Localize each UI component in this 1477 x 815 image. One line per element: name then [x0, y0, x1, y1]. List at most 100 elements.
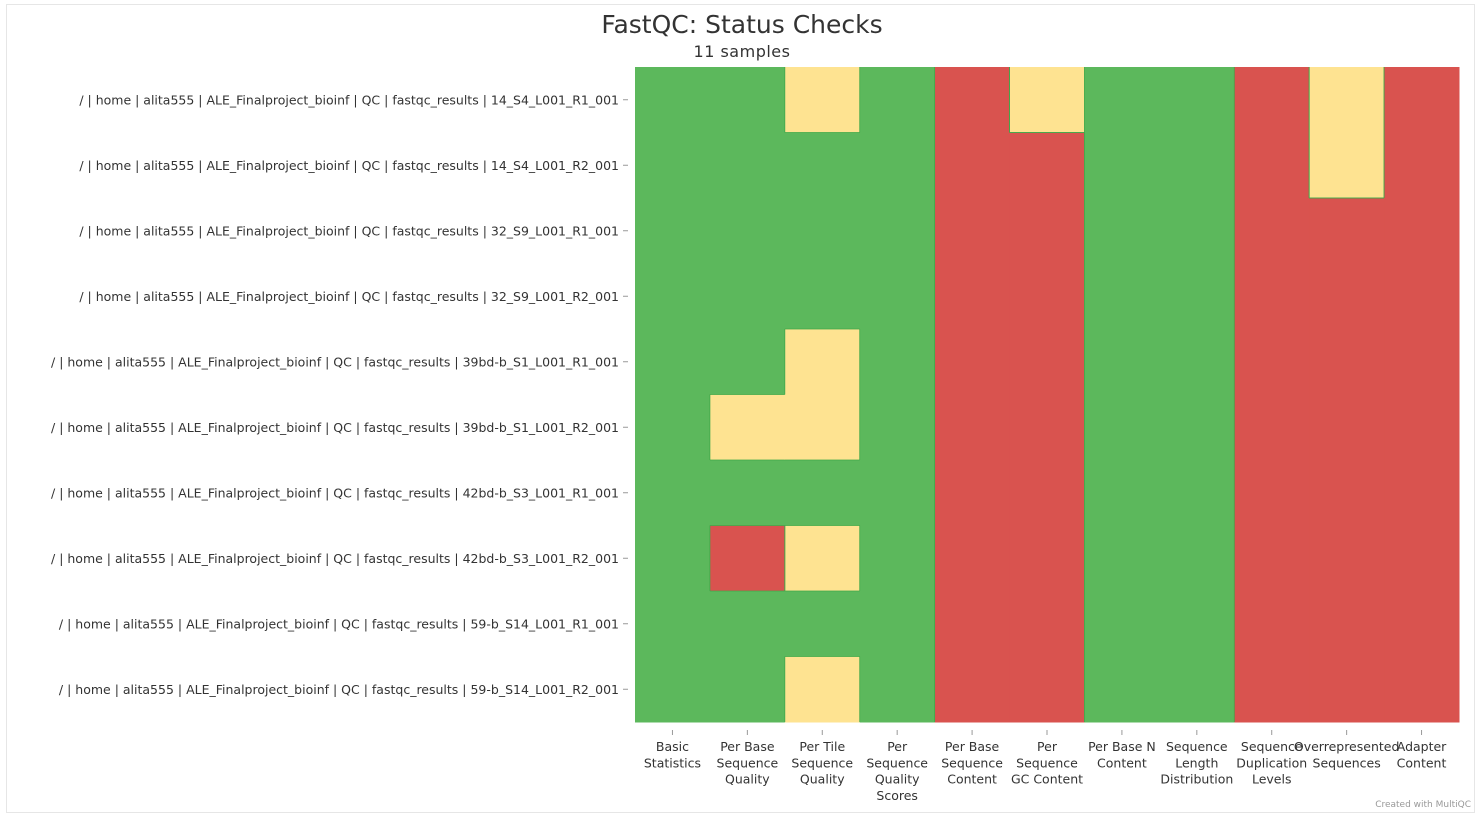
heatmap-cell-pass[interactable] [1084, 394, 1160, 461]
heatmap-cell-pass[interactable] [859, 329, 936, 395]
heatmap-cell-fail[interactable] [1234, 394, 1310, 461]
heatmap-cell-pass[interactable] [1084, 329, 1160, 395]
heatmap-cell-pass[interactable] [1159, 394, 1235, 461]
heatmap-cell-pass[interactable] [635, 329, 711, 395]
heatmap-cell-pass[interactable] [635, 263, 711, 330]
heatmap-cell-pass[interactable] [709, 656, 786, 723]
heatmap-cell-pass[interactable] [1084, 198, 1160, 264]
heatmap-cell-fail[interactable] [1009, 591, 1085, 657]
heatmap-cell-pass[interactable] [784, 263, 861, 330]
heatmap-cell-fail[interactable] [1384, 591, 1460, 657]
heatmap-cell-warn[interactable] [1009, 67, 1085, 133]
heatmap-cell-pass[interactable] [635, 460, 711, 526]
heatmap-cell-pass[interactable] [709, 460, 786, 526]
heatmap-cell-pass[interactable] [709, 67, 786, 133]
heatmap-cell-pass[interactable] [709, 263, 786, 330]
heatmap-cell-fail[interactable] [934, 67, 1011, 133]
heatmap-cell-pass[interactable] [635, 656, 711, 723]
heatmap-cell-pass[interactable] [709, 198, 786, 264]
heatmap-cell-pass[interactable] [709, 132, 786, 199]
heatmap-cell-fail[interactable] [1384, 329, 1460, 395]
heatmap-cell-fail[interactable] [1009, 329, 1085, 395]
heatmap-cell-pass[interactable] [1084, 263, 1160, 330]
heatmap-cell-fail[interactable] [1384, 525, 1460, 592]
heatmap-cell-fail[interactable] [934, 525, 1011, 592]
heatmap-cell-pass[interactable] [859, 460, 936, 526]
heatmap-cell-fail[interactable] [1234, 67, 1310, 133]
heatmap-cell-fail[interactable] [1234, 329, 1310, 395]
heatmap-cell-fail[interactable] [934, 656, 1011, 723]
heatmap-cell-pass[interactable] [635, 525, 711, 592]
heatmap-cell-pass[interactable] [859, 263, 936, 330]
heatmap-cell-fail[interactable] [1384, 656, 1460, 723]
heatmap-cell-warn[interactable] [784, 329, 861, 395]
heatmap-cell-pass[interactable] [859, 67, 936, 133]
heatmap-cell-fail[interactable] [1234, 656, 1310, 723]
heatmap-cell-fail[interactable] [1384, 198, 1460, 264]
heatmap-cell-fail[interactable] [1309, 263, 1385, 330]
heatmap-cell-pass[interactable] [1159, 525, 1235, 592]
heatmap-cell-pass[interactable] [1084, 525, 1160, 592]
heatmap-cell-fail[interactable] [1009, 132, 1085, 199]
heatmap-cell-fail[interactable] [934, 198, 1011, 264]
heatmap-cell-fail[interactable] [1234, 591, 1310, 657]
heatmap-cell-pass[interactable] [1084, 656, 1160, 723]
heatmap-cell-pass[interactable] [784, 460, 861, 526]
heatmap-cell-warn[interactable] [1309, 67, 1385, 133]
heatmap-cell-pass[interactable] [635, 591, 711, 657]
heatmap-cell-fail[interactable] [1309, 525, 1385, 592]
heatmap-cell-fail[interactable] [1234, 460, 1310, 526]
heatmap-cell-pass[interactable] [784, 132, 861, 199]
heatmap-cell-fail[interactable] [1009, 460, 1085, 526]
heatmap-cell-pass[interactable] [859, 132, 936, 199]
heatmap-cell-pass[interactable] [709, 591, 786, 657]
heatmap-cell-warn[interactable] [784, 394, 861, 461]
heatmap-cell-fail[interactable] [1009, 525, 1085, 592]
heatmap-cell-fail[interactable] [1384, 460, 1460, 526]
heatmap-cell-pass[interactable] [859, 656, 936, 723]
heatmap-cell-warn[interactable] [709, 394, 786, 461]
heatmap-cell-pass[interactable] [1084, 460, 1160, 526]
heatmap-cell-pass[interactable] [1159, 460, 1235, 526]
heatmap-cell-pass[interactable] [635, 198, 711, 264]
heatmap-cell-warn[interactable] [784, 67, 861, 133]
heatmap-cell-fail[interactable] [1009, 656, 1085, 723]
heatmap-cell-pass[interactable] [1159, 198, 1235, 264]
heatmap-cell-fail[interactable] [1234, 525, 1310, 592]
heatmap-cell-fail[interactable] [1234, 132, 1310, 199]
heatmap-cell-fail[interactable] [1384, 394, 1460, 461]
heatmap-cell-fail[interactable] [1384, 67, 1460, 133]
heatmap-cell-fail[interactable] [934, 132, 1011, 199]
heatmap-cell-pass[interactable] [1159, 132, 1235, 199]
heatmap-cell-fail[interactable] [1234, 263, 1310, 330]
heatmap-cell-pass[interactable] [859, 591, 936, 657]
heatmap-cell-fail[interactable] [1309, 460, 1385, 526]
heatmap-cell-pass[interactable] [635, 132, 711, 199]
heatmap-cell-fail[interactable] [1309, 198, 1385, 264]
heatmap-cell-pass[interactable] [1159, 656, 1235, 723]
heatmap-cell-fail[interactable] [1009, 394, 1085, 461]
heatmap-cell-warn[interactable] [784, 525, 861, 592]
heatmap-cell-fail[interactable] [1309, 394, 1385, 461]
heatmap-cell-fail[interactable] [1309, 329, 1385, 395]
heatmap-cell-pass[interactable] [709, 329, 786, 395]
heatmap-cell-pass[interactable] [1159, 329, 1235, 395]
heatmap-cell-fail[interactable] [1384, 132, 1460, 199]
heatmap-cell-fail[interactable] [1309, 591, 1385, 657]
heatmap-cell-fail[interactable] [1309, 656, 1385, 723]
heatmap-cell-pass[interactable] [859, 394, 936, 461]
heatmap-cell-fail[interactable] [934, 263, 1011, 330]
heatmap-cell-pass[interactable] [859, 198, 936, 264]
heatmap-cell-pass[interactable] [784, 198, 861, 264]
heatmap-cell-fail[interactable] [1234, 198, 1310, 264]
heatmap-cell-fail[interactable] [934, 460, 1011, 526]
heatmap-cell-pass[interactable] [635, 394, 711, 461]
heatmap-cell-pass[interactable] [1084, 591, 1160, 657]
heatmap-cell-fail[interactable] [1009, 198, 1085, 264]
heatmap-cell-pass[interactable] [1159, 263, 1235, 330]
heatmap-cell-warn[interactable] [784, 656, 861, 723]
heatmap-cell-pass[interactable] [1159, 67, 1235, 133]
heatmap-cell-pass[interactable] [1084, 67, 1160, 133]
heatmap-cell-pass[interactable] [859, 525, 936, 592]
